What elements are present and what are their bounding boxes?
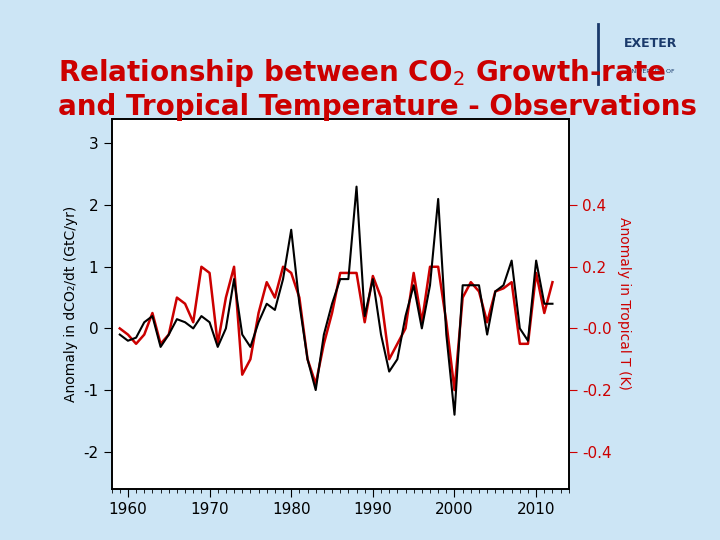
Text: Relationship between CO$_2$ Growth-rate: Relationship between CO$_2$ Growth-rate xyxy=(58,57,665,89)
Y-axis label: Anomaly in dCO₂/dt (GtC/yr): Anomaly in dCO₂/dt (GtC/yr) xyxy=(64,206,78,402)
Text: and Tropical Temperature - Observations: and Tropical Temperature - Observations xyxy=(58,93,697,121)
Text: UNIVERSITY OF: UNIVERSITY OF xyxy=(626,69,675,74)
Y-axis label: Anomaly in Tropical T (K): Anomaly in Tropical T (K) xyxy=(617,217,631,390)
Text: EXETER: EXETER xyxy=(624,37,678,50)
